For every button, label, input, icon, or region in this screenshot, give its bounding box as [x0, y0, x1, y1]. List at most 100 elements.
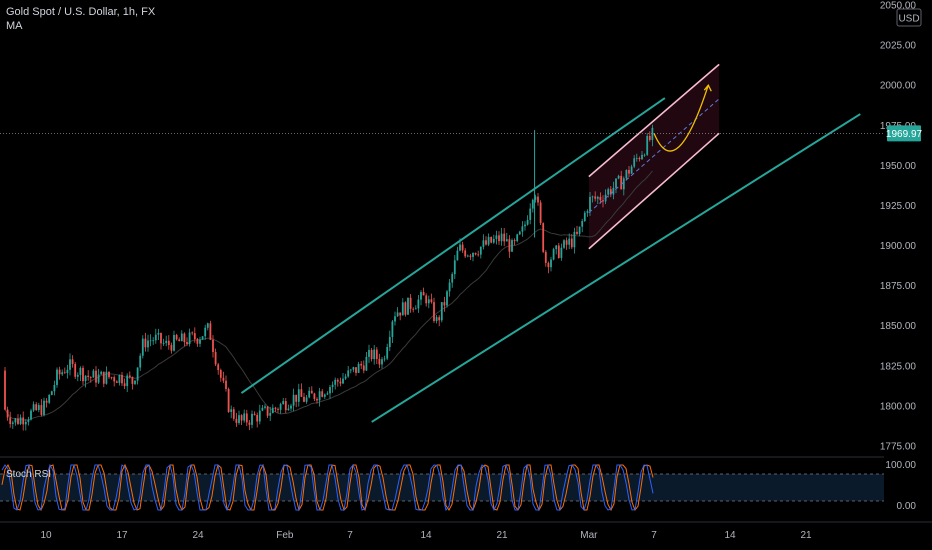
candle-body	[485, 240, 487, 245]
candle-body	[108, 371, 110, 378]
candle-body	[505, 239, 508, 242]
candle-body	[279, 404, 282, 410]
candle-body	[612, 187, 615, 195]
candle-body	[490, 236, 493, 243]
price-tick-label: 2050.00	[880, 1, 917, 12]
candle-body	[617, 175, 620, 179]
candle-body	[274, 407, 277, 409]
candle-body	[433, 302, 435, 321]
candle-body	[557, 245, 560, 258]
candle-body	[620, 175, 623, 190]
candle-body	[568, 238, 571, 245]
candle-body	[4, 370, 6, 410]
time-tick-label: 14	[420, 530, 432, 541]
candle-body	[154, 334, 157, 341]
candle-body	[178, 339, 181, 342]
candle-body	[14, 418, 17, 423]
candle-body	[318, 391, 321, 401]
trendlines-layer	[240, 63, 861, 423]
candle-body	[74, 364, 77, 377]
candle-body	[183, 333, 186, 343]
candle-body	[378, 358, 381, 365]
candle-body	[251, 413, 253, 425]
candle-body	[383, 358, 386, 360]
candle-body	[381, 359, 383, 365]
candle-body	[89, 377, 92, 378]
candle-body	[513, 240, 516, 242]
candle-body	[131, 377, 134, 384]
candle-body	[43, 400, 45, 415]
candle-body	[271, 407, 274, 414]
candle-body	[643, 154, 646, 156]
candle-body	[248, 422, 251, 425]
stoch-rsi-label: Stoch RSI	[6, 469, 51, 480]
candle-body	[258, 410, 261, 422]
candle-body	[87, 375, 90, 378]
candle-body	[362, 365, 365, 371]
candle-body	[82, 367, 84, 382]
candle-body	[487, 236, 490, 245]
candle-body	[297, 389, 300, 402]
candle-body	[399, 312, 402, 316]
candle-body	[134, 380, 136, 384]
candle-body	[565, 240, 568, 245]
candle-body	[498, 235, 500, 242]
candle-body	[9, 417, 12, 424]
price-tick-label: 1925.00	[880, 201, 917, 212]
candle-body	[152, 340, 155, 342]
candle-body	[469, 255, 472, 257]
last-price-badge-value: 1969.97	[886, 129, 923, 140]
candle-body	[349, 369, 352, 371]
candle-body	[516, 234, 519, 242]
candle-body	[269, 413, 272, 416]
candle-body	[555, 245, 558, 250]
candle-body	[625, 169, 628, 179]
candle-body	[368, 349, 370, 357]
candle-body	[316, 398, 318, 401]
time-tick-label: 10	[40, 530, 52, 541]
candle-body	[482, 240, 485, 247]
candle-body	[313, 393, 316, 399]
candle-body	[633, 158, 636, 167]
time-axis[interactable]: 10 17 24 Feb 7 14 21 Mar 7 14 21	[40, 530, 812, 541]
candle-body	[596, 196, 599, 199]
candle-body	[427, 299, 430, 304]
candle-body	[443, 302, 446, 306]
time-tick-label: Mar	[580, 530, 598, 541]
candle-body	[474, 252, 477, 255]
candle-body	[110, 377, 113, 378]
flag-mid-line	[588, 98, 720, 214]
candle-body	[277, 408, 279, 410]
stoch-rsi-panel: Stoch RSI 100.00 0.00	[0, 456, 932, 523]
symbol-title[interactable]: Gold Spot / U.S. Dollar, 1h, FX	[6, 6, 156, 18]
candle-body	[550, 259, 552, 268]
time-tick-label: 7	[347, 530, 353, 541]
indicator-label-ma[interactable]: MA	[6, 20, 23, 32]
candle-body	[622, 178, 625, 190]
candle-body	[113, 377, 116, 382]
candle-body	[456, 250, 459, 261]
candle-body	[539, 202, 542, 224]
candle-body	[308, 390, 311, 398]
candle-body	[583, 212, 586, 221]
candle-body	[529, 208, 532, 220]
candle-body	[40, 405, 43, 415]
candle-body	[61, 372, 64, 375]
candle-body	[76, 374, 79, 377]
candle-body	[136, 367, 139, 381]
candle-body	[578, 226, 581, 234]
candle-body	[407, 297, 409, 315]
candle-body	[238, 415, 240, 423]
candle-body	[420, 292, 422, 300]
candle-body	[511, 240, 513, 252]
candle-body	[305, 397, 308, 402]
candle-body	[30, 410, 32, 420]
candle-body	[100, 371, 103, 375]
candle-body	[186, 342, 188, 344]
candle-body	[534, 196, 537, 200]
candle-body	[503, 233, 506, 242]
candle-body	[196, 339, 199, 344]
price-axis[interactable]: 2050.002025.002000.001975.001950.001925.…	[880, 1, 922, 453]
candle-body	[97, 374, 100, 383]
